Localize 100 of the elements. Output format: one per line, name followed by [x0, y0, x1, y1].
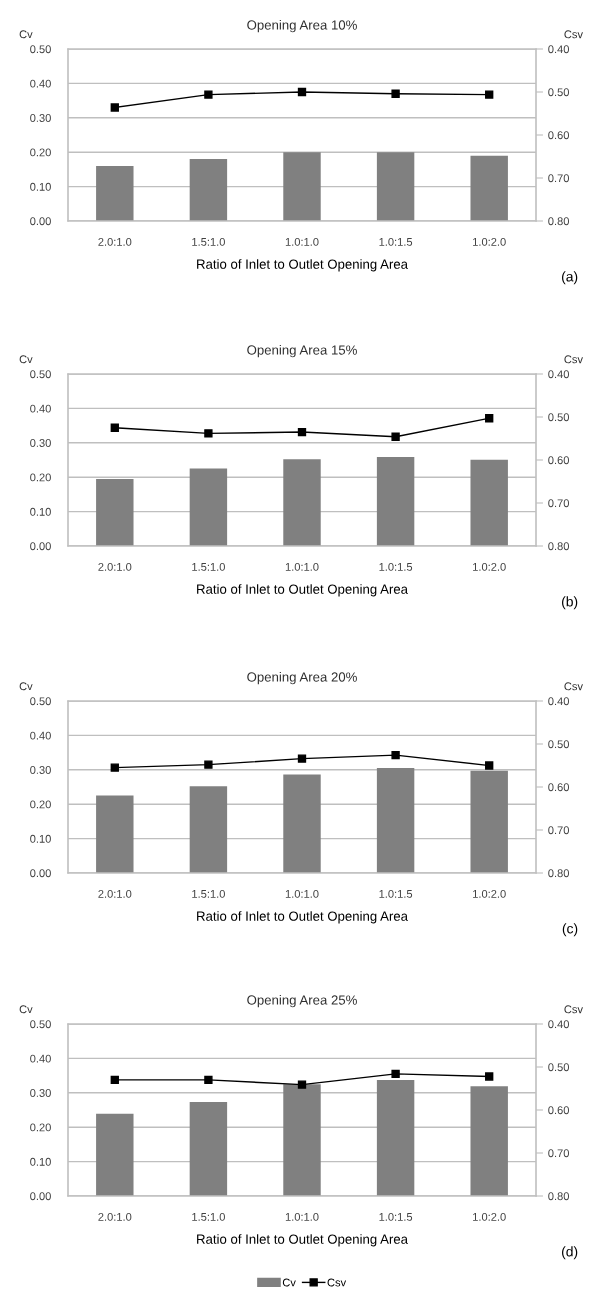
x-axis-title: Ratio of Inlet to Outlet Opening Area [197, 911, 408, 924]
y-tick-label: 0.10 [30, 507, 51, 516]
y-tick-label: 0.40 [30, 79, 51, 88]
bar [376, 768, 415, 873]
bar [376, 456, 415, 546]
y2-tick-label: 0.60 [548, 131, 569, 140]
x-tick-label: 1.0:1.0 [285, 562, 319, 571]
y2-tick-label: 0.40 [548, 45, 569, 54]
y-tick-label: 0.20 [30, 148, 51, 157]
bar [470, 770, 508, 873]
y2-tick-label: 0.60 [548, 783, 569, 792]
y2-axis-title: Csv [564, 1005, 583, 1014]
y2-tick-label: 0.70 [548, 826, 569, 835]
y2-tick-label: 0.80 [548, 217, 569, 226]
y2-tick-label: 0.40 [548, 1020, 569, 1029]
y-tick-label: 0.50 [30, 370, 51, 379]
point [110, 103, 119, 112]
x-tick-label: 1.0:1.0 [285, 1212, 319, 1221]
point [204, 90, 213, 99]
text: (d) [562, 1246, 578, 1260]
x-tick-label: 1.0:1.5 [379, 237, 413, 246]
y-tick-label: 0.40 [30, 1054, 51, 1063]
legend-label: Csv [327, 1278, 347, 1287]
chart-title: Opening Area 25% [247, 994, 357, 1008]
y-axis-title: Cv [19, 1005, 33, 1014]
y2-axis-title: Csv [564, 355, 583, 364]
point [110, 1075, 119, 1085]
x-axis-title: Ratio of Inlet to Outlet Opening Area [197, 259, 408, 272]
y-tick-label: 0.30 [30, 1089, 51, 1097]
y2-axis-title: Csv [564, 682, 583, 691]
bar [283, 774, 321, 873]
y-tick-label: 0.00 [30, 217, 51, 226]
point [485, 90, 494, 99]
point [204, 429, 213, 438]
y2-axis-title: Csv [564, 30, 583, 39]
y2-tick-label: 0.70 [548, 499, 569, 508]
y-tick-label: 0.20 [30, 473, 51, 482]
y2-tick-label: 0.80 [548, 869, 569, 878]
chart-title: Opening Area 15% [247, 344, 357, 358]
bar [96, 478, 134, 546]
y-tick-label: 0.30 [30, 766, 51, 774]
bar [283, 459, 321, 546]
y2-tick-label: 0.50 [548, 88, 569, 97]
y2-tick-label: 0.50 [548, 413, 569, 422]
y2-tick-label: 0.40 [548, 370, 569, 379]
y-tick-label: 0.00 [30, 869, 51, 878]
legend-label: Cv [282, 1278, 296, 1287]
chart-title: Opening Area 20% [247, 671, 357, 685]
y-tick-label: 0.20 [30, 800, 51, 809]
x-tick-label: 2.0:1.0 [98, 562, 132, 571]
y2-tick-label: 0.60 [548, 456, 569, 465]
point [297, 754, 307, 763]
point [485, 761, 494, 770]
y-tick-label: 0.40 [30, 731, 51, 740]
y-tick-label: 0.10 [30, 182, 51, 191]
bar [96, 1113, 134, 1196]
bar [470, 1086, 508, 1196]
y-tick-label: 0.40 [30, 404, 51, 413]
text: (a) [562, 271, 578, 285]
point [391, 751, 400, 760]
bar [376, 1080, 415, 1196]
text: (b) [562, 596, 578, 610]
point [391, 89, 400, 98]
y-tick-label: 0.10 [30, 1157, 51, 1166]
y-tick-label: 0.50 [30, 45, 51, 54]
y-axis-title: Cv [19, 30, 33, 39]
bar [96, 795, 134, 873]
x-tick-label: 2.0:1.0 [98, 1212, 132, 1221]
x-tick-label: 1.0:1.5 [379, 1212, 413, 1221]
y-tick-label: 0.30 [30, 114, 51, 122]
x-tick-label: 1.0:1.5 [379, 889, 413, 898]
x-tick-label: 1.0:2.0 [473, 1212, 506, 1221]
y2-tick-label: 0.50 [548, 1063, 569, 1072]
point [297, 87, 307, 97]
x-tick-label: 1.0:2.0 [473, 562, 506, 571]
y2-tick-label: 0.80 [548, 542, 569, 551]
point [110, 423, 119, 432]
bar [189, 468, 228, 546]
point [204, 760, 213, 769]
bar [470, 459, 508, 546]
y-tick-label: 0.00 [30, 542, 51, 551]
point [391, 1069, 400, 1079]
x-axis-title: Ratio of Inlet to Outlet Opening Area [197, 584, 408, 597]
point [485, 414, 494, 423]
y-tick-label: 0.30 [30, 439, 51, 447]
point [297, 1080, 307, 1089]
x-tick-label: 1.0:2.0 [473, 237, 506, 246]
point [110, 763, 119, 772]
x-tick-label: 1.0:1.0 [285, 237, 319, 246]
x-tick-label: 1.0:1.0 [285, 889, 319, 898]
y-tick-label: 0.00 [30, 1192, 51, 1201]
x-tick-label: 1.5:1.0 [192, 237, 225, 246]
point [297, 427, 307, 437]
point [391, 432, 400, 441]
text: (c) [562, 923, 578, 937]
y-axis-title: Cv [19, 355, 33, 364]
x-tick-label: 1.0:1.5 [379, 562, 413, 571]
y2-tick-label: 0.70 [548, 1149, 569, 1158]
point [204, 1075, 213, 1085]
y-tick-label: 0.50 [30, 697, 51, 706]
